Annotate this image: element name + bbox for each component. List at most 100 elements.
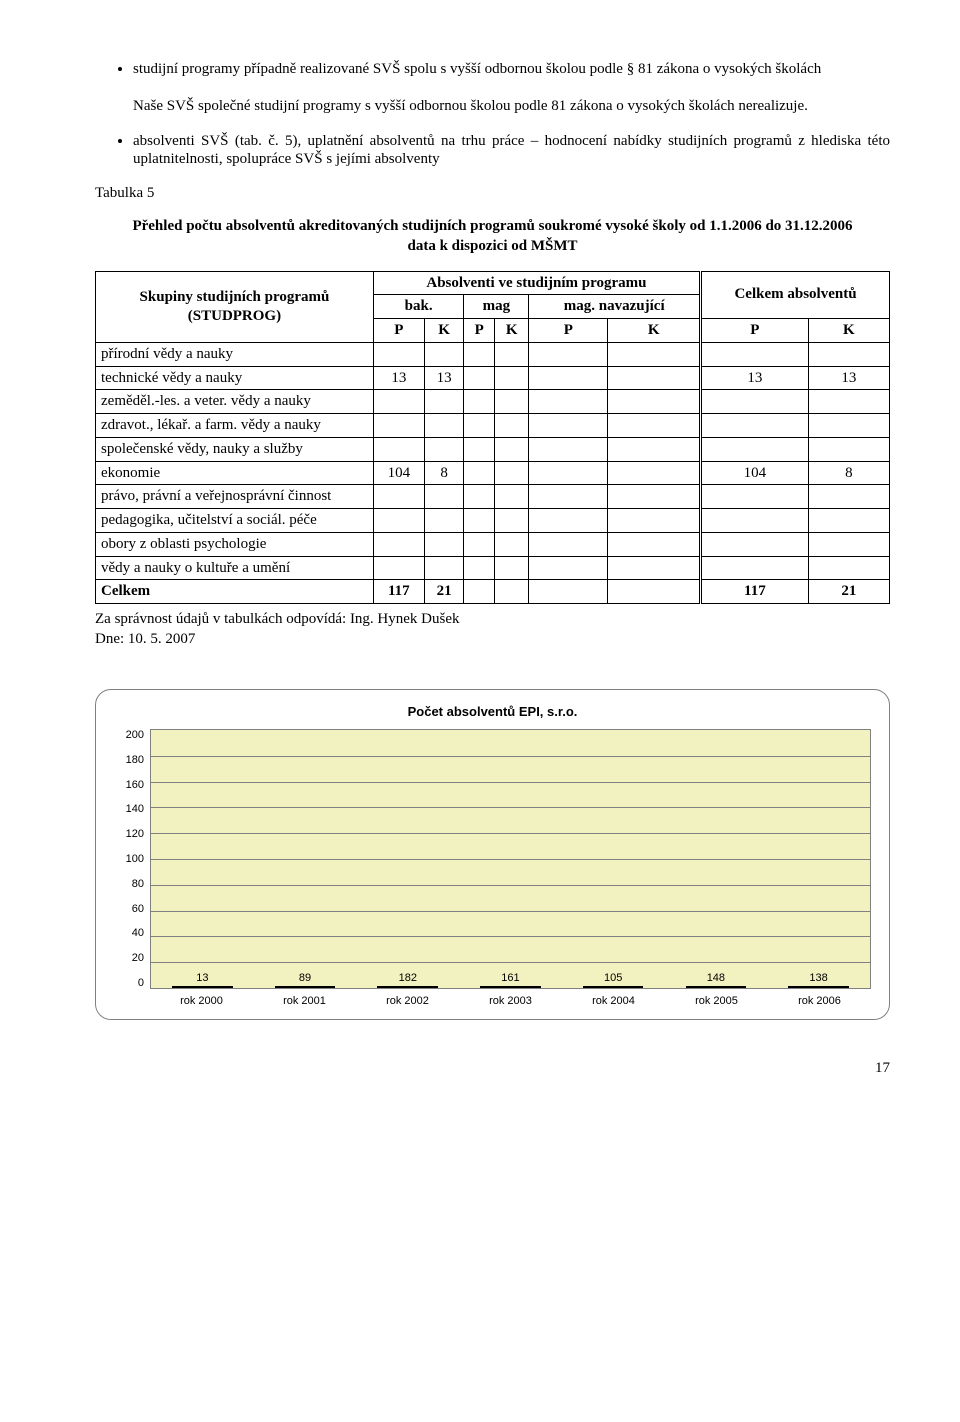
table-row: vědy a nauky o kultuře a umění xyxy=(96,556,890,580)
x-tick: rok 2004 xyxy=(570,995,657,1007)
bar xyxy=(172,986,233,988)
cell xyxy=(701,485,809,509)
th-bak: bak. xyxy=(373,295,463,319)
sub-bullet-item: absolventi SVŠ (tab. č. 5), uplatnění ab… xyxy=(133,132,890,170)
bar-slot: 138 xyxy=(775,972,861,988)
cell xyxy=(494,461,528,485)
y-tick: 200 xyxy=(114,729,144,741)
th-p: P xyxy=(464,319,495,343)
table-row: pedagogika, učitelství a sociál. péče xyxy=(96,509,890,533)
th-k: K xyxy=(608,319,701,343)
cell xyxy=(808,414,889,438)
cell xyxy=(808,556,889,580)
cell xyxy=(808,342,889,366)
x-tick: rok 2005 xyxy=(673,995,760,1007)
cell xyxy=(608,509,701,533)
bar-value-label: 182 xyxy=(399,972,417,984)
top-bullet-item: studijní programy případně realizované S… xyxy=(133,60,890,79)
th-magnav: mag. navazující xyxy=(529,295,701,319)
row-label: společenské vědy, nauky a služby xyxy=(96,437,374,461)
cell xyxy=(494,414,528,438)
table-row: obory z oblasti psychologie xyxy=(96,532,890,556)
table-title-line1: Přehled počtu absolventů akreditovaných … xyxy=(132,218,852,234)
cell xyxy=(808,390,889,414)
cell xyxy=(608,580,701,604)
cell: 21 xyxy=(424,580,464,604)
data-table: Skupiny studijních programů (STUDPROG) A… xyxy=(95,271,890,605)
cell xyxy=(608,342,701,366)
cell: 13 xyxy=(701,366,809,390)
bar-slot: 148 xyxy=(673,972,759,988)
bar xyxy=(480,986,541,988)
cell xyxy=(494,437,528,461)
cell xyxy=(701,342,809,366)
cell xyxy=(808,532,889,556)
bar xyxy=(788,986,849,988)
y-tick: 40 xyxy=(114,927,144,939)
cell xyxy=(373,532,424,556)
row-label: právo, právní a veřejnosprávní činnost xyxy=(96,485,374,509)
bar xyxy=(377,986,438,988)
cell xyxy=(494,532,528,556)
bar xyxy=(583,986,644,988)
bar xyxy=(686,986,747,988)
cell xyxy=(701,414,809,438)
th-studprog: Skupiny studijních programů (STUDPROG) xyxy=(96,271,374,342)
cell xyxy=(494,509,528,533)
x-tick: rok 2003 xyxy=(467,995,554,1007)
sub-bullet-list: absolventi SVŠ (tab. č. 5), uplatnění ab… xyxy=(95,132,890,170)
cell xyxy=(608,390,701,414)
cell: 8 xyxy=(424,461,464,485)
cell xyxy=(373,437,424,461)
y-tick: 180 xyxy=(114,754,144,766)
row-label: obory z oblasti psychologie xyxy=(96,532,374,556)
cell xyxy=(529,414,608,438)
cell: 104 xyxy=(373,461,424,485)
cell xyxy=(529,366,608,390)
table-row: právo, právní a veřejnosprávní činnost xyxy=(96,485,890,509)
table-row: technické vědy a nauky13131313 xyxy=(96,366,890,390)
cell xyxy=(373,509,424,533)
cell xyxy=(424,414,464,438)
row-label: ekonomie xyxy=(96,461,374,485)
y-tick: 60 xyxy=(114,903,144,915)
bar-value-label: 89 xyxy=(299,972,311,984)
cell: 13 xyxy=(808,366,889,390)
cell xyxy=(464,556,495,580)
cell xyxy=(424,509,464,533)
cell xyxy=(808,485,889,509)
bar-value-label: 161 xyxy=(501,972,519,984)
th-p: P xyxy=(701,319,809,343)
cell: 21 xyxy=(808,580,889,604)
bar xyxy=(275,986,336,988)
cell xyxy=(529,580,608,604)
bar-value-label: 105 xyxy=(604,972,622,984)
row-label: technické vědy a nauky xyxy=(96,366,374,390)
bar-slot: 105 xyxy=(570,972,656,988)
chart-area: 200180160140120100806040200 138918216110… xyxy=(114,729,871,989)
row-label: vědy a nauky o kultuře a umění xyxy=(96,556,374,580)
y-axis: 200180160140120100806040200 xyxy=(114,729,150,989)
x-tick: rok 2006 xyxy=(776,995,863,1007)
bar-slot: 182 xyxy=(365,972,451,988)
cell xyxy=(529,556,608,580)
th-abs-group: Absolventi ve studijním programu xyxy=(373,271,700,295)
chart-title: Počet absolventů EPI, s.r.o. xyxy=(114,704,871,719)
cell xyxy=(701,390,809,414)
y-tick: 80 xyxy=(114,878,144,890)
th-mag: mag xyxy=(464,295,529,319)
cell xyxy=(529,461,608,485)
footer-line-1: Za správnost údajů v tabulkách odpovídá:… xyxy=(95,610,890,630)
page-number: 17 xyxy=(95,1060,890,1077)
cell xyxy=(373,342,424,366)
chart-frame: Počet absolventů EPI, s.r.o. 20018016014… xyxy=(95,689,890,1020)
cell: 117 xyxy=(373,580,424,604)
cell xyxy=(701,437,809,461)
cell xyxy=(464,390,495,414)
cell xyxy=(494,580,528,604)
th-p: P xyxy=(373,319,424,343)
cell xyxy=(608,366,701,390)
cell xyxy=(808,509,889,533)
cell: 8 xyxy=(808,461,889,485)
table-row-total: Celkem1172111721 xyxy=(96,580,890,604)
